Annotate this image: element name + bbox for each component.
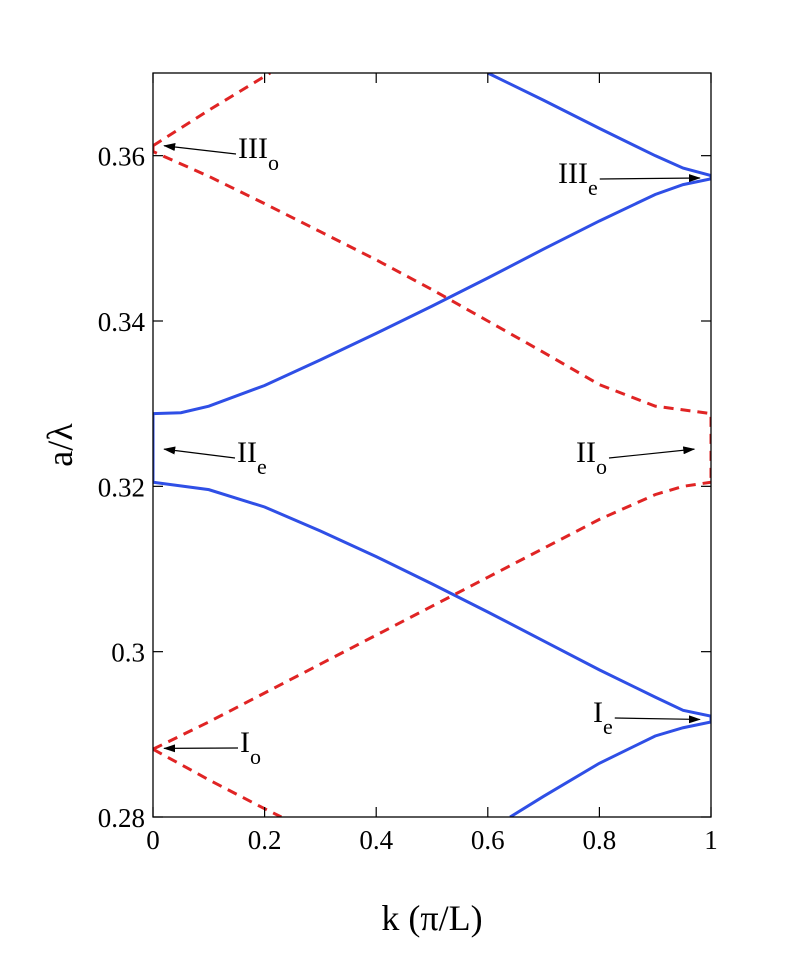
annotation-text: I xyxy=(240,726,250,759)
y-tick-label: 0.36 xyxy=(98,142,145,172)
annotation-arrow xyxy=(163,143,237,155)
band-line xyxy=(153,145,711,483)
band-line xyxy=(153,747,283,817)
band-line xyxy=(153,73,271,148)
annotation-arrow xyxy=(599,174,701,183)
x-tick-label: 0 xyxy=(146,825,160,855)
annotation-label: Ie xyxy=(593,696,613,739)
x-tick-label: 1 xyxy=(704,825,718,855)
annotation-label: IIIe xyxy=(558,157,598,200)
annotation-text: I xyxy=(593,696,603,729)
annotation-subscript: o xyxy=(250,744,261,769)
y-tick-label: 0.28 xyxy=(98,803,145,833)
band-line xyxy=(153,175,711,416)
x-tick-label: 0.6 xyxy=(471,825,505,855)
plot-frame xyxy=(152,72,712,818)
band-line xyxy=(153,413,711,718)
annotation-text: II xyxy=(237,436,257,469)
band-line xyxy=(153,480,711,751)
annotation-text: III xyxy=(558,157,588,190)
annotation-label: IIIo xyxy=(238,132,279,175)
annotation-label: IIe xyxy=(237,436,267,479)
x-tick-label: 0.8 xyxy=(583,825,617,855)
plot-lines xyxy=(153,73,711,817)
y-tick-label: 0.3 xyxy=(111,638,145,668)
x-axis-label: k (π/L) xyxy=(381,898,482,938)
annotation-text: III xyxy=(238,132,268,165)
annotation-subscript: e xyxy=(588,175,598,200)
annotation-arrow xyxy=(614,715,701,724)
y-tick-label: 0.34 xyxy=(98,307,146,337)
band-line xyxy=(487,73,711,177)
y-axis-label: a/λ xyxy=(40,423,80,467)
band-line xyxy=(509,716,711,817)
annotation-subscript: e xyxy=(603,714,613,739)
annotation-arrow xyxy=(163,446,236,459)
y-tick-label: 0.32 xyxy=(98,472,145,502)
annotation-subscript: e xyxy=(257,454,267,479)
annotation-label: IIo xyxy=(576,436,607,479)
x-tick-label: 0.4 xyxy=(359,825,393,855)
annotation-label: Io xyxy=(240,726,261,769)
annotation-text: II xyxy=(576,436,596,469)
x-tick-label: 0.2 xyxy=(248,825,282,855)
annotation-subscript: o xyxy=(268,150,279,175)
annotation-subscript: o xyxy=(596,454,607,479)
annotation-arrow xyxy=(608,446,696,459)
